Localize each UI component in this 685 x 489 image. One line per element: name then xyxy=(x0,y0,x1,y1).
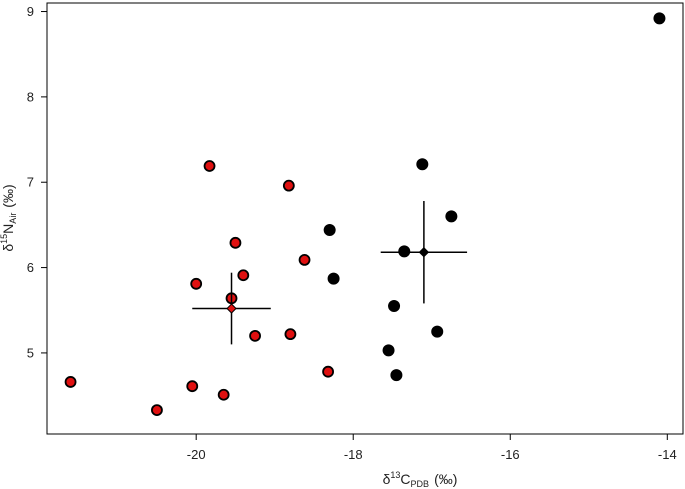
data-point-series-1 xyxy=(284,328,297,341)
data-point-series-2 xyxy=(653,12,666,25)
data-point-series-2 xyxy=(390,369,403,382)
x-tick-label: -18 xyxy=(344,447,363,462)
x-axis-label-main: C xyxy=(400,471,410,487)
y-axis-label-unit: (‰) xyxy=(0,184,16,207)
y-tick-label: 6 xyxy=(27,260,34,275)
x-axis-label: δ13CPDB (‰) xyxy=(383,470,458,489)
x-axis-label-sub: PDB xyxy=(411,479,430,489)
data-point-series-1 xyxy=(64,376,77,388)
y-tick-label: 5 xyxy=(27,345,34,360)
y-tick-label: 8 xyxy=(27,89,34,104)
mean-marker-series-1 xyxy=(226,303,237,314)
x-tick-label: -20 xyxy=(187,447,206,462)
y-axis-label-sub: Air xyxy=(8,213,18,224)
data-point-series-2 xyxy=(382,344,395,357)
data-point-series-1 xyxy=(249,329,261,342)
data-point-series-2 xyxy=(416,158,429,171)
x-axis-label-sup: 13 xyxy=(390,470,400,480)
axes: -20 -18 -16 -14 5 6 7 8 9 xyxy=(27,2,684,462)
data-point-series-1 xyxy=(229,236,242,249)
x-axis-label-delta: δ xyxy=(383,471,391,487)
data-point-series-2 xyxy=(327,272,340,285)
x-tick-label: -14 xyxy=(658,447,677,462)
data-point-series-1 xyxy=(186,380,199,393)
y-tick-label: 7 xyxy=(27,175,34,190)
data-point-series-1 xyxy=(322,365,334,378)
data-point-series-1 xyxy=(282,179,295,192)
y-tick-label: 9 xyxy=(27,4,34,19)
mean-marker-series-2 xyxy=(418,247,430,258)
data-point-series-2 xyxy=(398,245,411,258)
y-axis-label: δ15NAir (‰) xyxy=(0,184,18,251)
plot-frame xyxy=(46,2,684,435)
y-axis-label-main: N xyxy=(0,224,16,234)
data-point-series-2 xyxy=(323,224,336,237)
data-point-series-1 xyxy=(217,388,230,401)
data-point-series-1 xyxy=(203,160,216,172)
data-point-series-2 xyxy=(431,325,444,338)
x-axis-label-unit: (‰) xyxy=(434,471,457,487)
data-point-series-1 xyxy=(190,277,203,290)
x-tick-label: -16 xyxy=(501,447,520,462)
data-point-series-2 xyxy=(445,210,458,223)
data-point-series-2 xyxy=(388,299,401,312)
y-axis-label-delta: δ xyxy=(0,244,16,252)
data-point-series-1 xyxy=(298,253,311,266)
data-point-series-1 xyxy=(237,269,250,282)
data-point-series-1 xyxy=(151,404,163,417)
plot-marks xyxy=(64,12,666,417)
y-axis-label-sup: 15 xyxy=(0,234,9,244)
